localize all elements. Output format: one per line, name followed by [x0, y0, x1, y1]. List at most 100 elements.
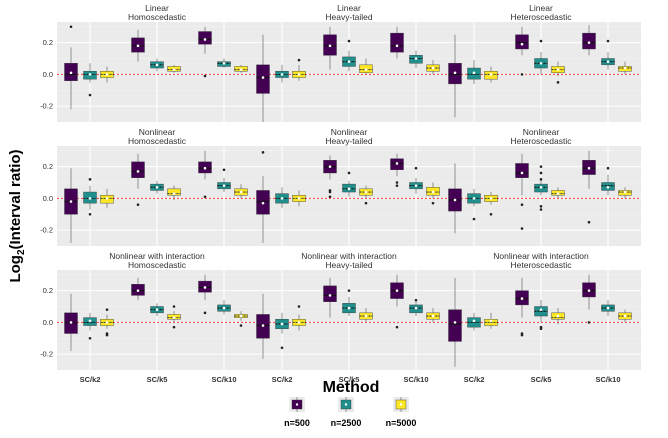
box-mean-point — [280, 73, 284, 76]
box-mean-point — [472, 197, 476, 200]
box-mean-point — [155, 185, 159, 189]
outlier-point — [539, 327, 543, 331]
outlier-point — [556, 81, 560, 84]
box-mean-point — [431, 314, 435, 318]
box-mean-point — [556, 68, 560, 71]
box-mean-point — [328, 294, 332, 297]
box-mean-point — [489, 73, 493, 76]
box-iqr — [131, 161, 145, 178]
outlier-point — [587, 321, 591, 324]
box-mean-point — [606, 185, 610, 189]
outlier-point — [297, 58, 301, 62]
box-mean-point — [88, 197, 92, 200]
legend-key-mean — [344, 403, 348, 406]
box-mean-point — [280, 197, 284, 200]
box-mean-point — [453, 198, 457, 202]
panel-title-line1: Nonlinear — [331, 127, 368, 137]
box-mean-point — [239, 190, 243, 194]
box-mean-point — [364, 68, 368, 71]
outlier-point — [364, 201, 368, 205]
box-mean-point — [88, 319, 92, 323]
panel-title-line2: Heteroscedastic — [511, 260, 573, 270]
outlier-point — [203, 195, 207, 199]
box-mean-point — [69, 321, 73, 324]
box-iqr — [390, 32, 404, 53]
box-mean-point — [520, 171, 524, 175]
box-mean-point — [297, 197, 301, 200]
legend-key-mean — [399, 403, 403, 406]
y-tick-label: -0.2 — [40, 226, 53, 235]
box-mean-point — [105, 321, 109, 324]
outlier-point — [539, 165, 543, 168]
box-mean-point — [105, 73, 109, 76]
x-tick-label: SC/k2 — [464, 375, 485, 384]
outlier-point — [328, 195, 332, 199]
box-mean-point — [520, 42, 524, 46]
box-mean-point — [203, 166, 207, 170]
x-tick-label: SC/k10 — [403, 375, 428, 384]
outlier-point — [172, 325, 176, 329]
box-mean-point — [136, 289, 140, 292]
y-tick-label: 0.0 — [43, 194, 53, 203]
box-mean-point — [347, 60, 351, 63]
legend-item: n=500 — [284, 397, 310, 428]
outlier-point — [539, 39, 543, 43]
box-mean-point — [172, 68, 176, 71]
box-mean-point — [261, 201, 265, 205]
box-mean-point — [261, 76, 265, 79]
outlier-point — [520, 333, 524, 337]
panel-title-line2: Heteroscedastic — [511, 136, 573, 146]
box-mean-point — [395, 289, 399, 292]
x-tick-label: SC/k2 — [80, 375, 101, 384]
legend-item: n=5000 — [386, 397, 416, 428]
panel-title-line2: Homoscedastic — [128, 260, 187, 270]
panel-title-line2: Homoscedastic — [128, 136, 187, 146]
legend-label: n=2500 — [331, 418, 362, 428]
box-mean-point — [347, 187, 351, 191]
outlier-point — [347, 39, 351, 43]
panel-title-line1: Linear — [337, 3, 361, 13]
box-mean-point — [414, 306, 418, 310]
box-mean-point — [261, 324, 265, 327]
panel-title-line1: Nonlinear with interaction — [109, 251, 205, 261]
box-mean-point — [431, 66, 435, 70]
panel-title-line1: Nonlinear with interaction — [493, 251, 589, 261]
outlier-point — [261, 151, 265, 154]
y-tick-label: 0.0 — [43, 70, 53, 79]
box-mean-point — [280, 322, 284, 326]
box-mean-point — [172, 316, 176, 319]
box-iqr — [198, 31, 212, 45]
box-iqr — [167, 188, 181, 196]
outlier-point — [520, 227, 524, 230]
outlier-point — [539, 205, 543, 208]
box-mean-point — [556, 314, 560, 318]
box-mean-point — [347, 306, 351, 310]
box-mean-point — [453, 71, 457, 75]
box-mean-point — [239, 68, 243, 71]
box-mean-point — [414, 57, 418, 60]
panel-title-line1: Nonlinear — [139, 127, 176, 137]
panel-title-line1: Nonlinear with interaction — [301, 251, 397, 261]
box-mean-point — [239, 314, 243, 318]
outlier-point — [472, 217, 476, 221]
outlier-point — [105, 308, 109, 311]
y-tick-label: 0.2 — [43, 286, 53, 295]
y-axis-title: Log2(Interval ratio) — [7, 149, 27, 282]
outlier-point — [539, 208, 543, 211]
box-mean-point — [297, 73, 301, 76]
box-mean-point — [69, 200, 73, 203]
box-mean-point — [395, 162, 399, 165]
box-mean-point — [489, 319, 493, 323]
legend-label: n=500 — [284, 418, 310, 428]
outlier-point — [297, 305, 301, 308]
box-mean-point — [172, 192, 176, 195]
outlier-point — [203, 311, 207, 315]
outlier-point — [539, 178, 543, 181]
box-mean-point — [203, 38, 207, 41]
outlier-point — [520, 73, 524, 76]
outlier-point — [88, 178, 92, 181]
y-tick-label: 0.2 — [43, 162, 53, 171]
outlier-point — [395, 184, 399, 187]
box-mean-point — [136, 170, 140, 173]
x-tick-label: SC/k2 — [272, 375, 293, 384]
